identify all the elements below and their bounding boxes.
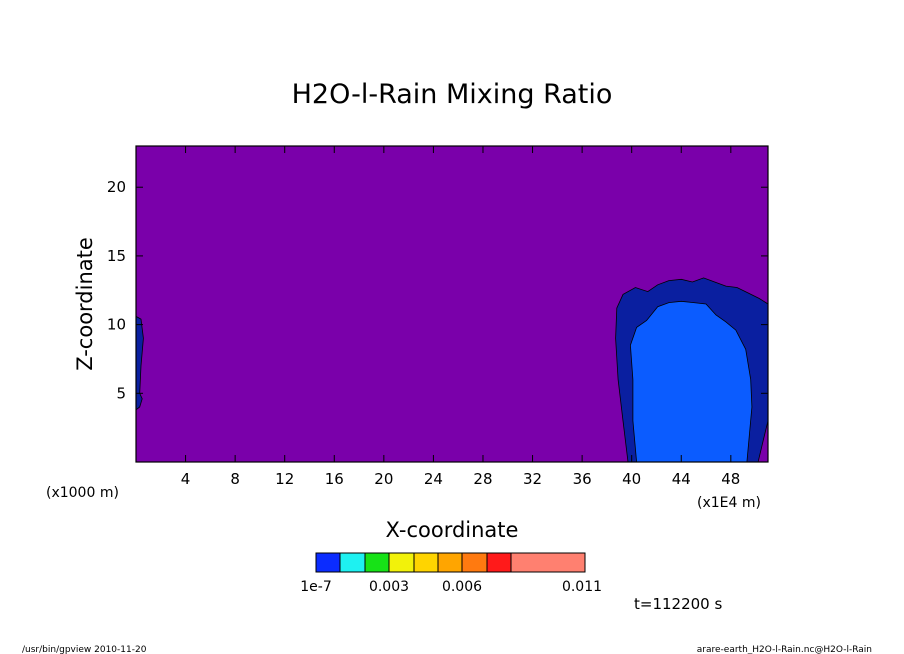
x-axis-ticks: 4 8 12 16 20 24 28 32 36 40 44 48 bbox=[181, 146, 740, 488]
time-label: t=112200 s bbox=[634, 595, 722, 613]
x-tick-label: 28 bbox=[473, 470, 492, 488]
colorbar-swatch bbox=[461, 552, 488, 573]
y-axis-ticks: 5 10 15 20 bbox=[107, 178, 768, 402]
colorbar: 1e-7 0.003 0.006 0.011 bbox=[300, 552, 602, 595]
x-tick-label: 4 bbox=[181, 470, 191, 488]
y-tick-label: 5 bbox=[116, 384, 126, 402]
x-tick-label: 16 bbox=[325, 470, 344, 488]
colorbar-swatch bbox=[315, 552, 341, 573]
colorbar-swatch bbox=[510, 552, 586, 573]
x-tick-label: 20 bbox=[374, 470, 393, 488]
x-tick-label: 36 bbox=[573, 470, 592, 488]
colorbar-label: 1e-7 bbox=[300, 579, 331, 595]
plot-frame bbox=[135, 145, 769, 463]
colorbar-swatch bbox=[364, 552, 390, 573]
x-tick-label: 32 bbox=[523, 470, 542, 488]
colorbar-swatch bbox=[486, 552, 512, 573]
colorbar-label: 0.003 bbox=[369, 579, 409, 595]
x-tick-label: 24 bbox=[424, 470, 443, 488]
y-tick-label: 10 bbox=[107, 316, 126, 334]
x-tick-label: 40 bbox=[622, 470, 641, 488]
colorbar-swatch bbox=[413, 552, 439, 573]
x-axis-unit: (x1E4 m) bbox=[697, 495, 761, 511]
contour-regions bbox=[135, 277, 769, 463]
x-tick-label: 44 bbox=[672, 470, 691, 488]
footer-left: /usr/bin/gpview 2010-11-20 bbox=[22, 645, 147, 654]
x-tick-label: 12 bbox=[275, 470, 294, 488]
y-axis-unit: (x1000 m) bbox=[46, 485, 119, 501]
colorbar-swatch bbox=[388, 552, 415, 573]
chart-title: H2O-l-Rain Mixing Ratio bbox=[292, 79, 613, 110]
colorbar-swatch bbox=[437, 552, 463, 573]
x-axis-label: X-coordinate bbox=[386, 518, 519, 542]
colorbar-swatch bbox=[339, 552, 366, 573]
colorbar-label: 0.006 bbox=[442, 579, 482, 595]
y-tick-label: 20 bbox=[107, 178, 126, 196]
colorbar-label: 0.011 bbox=[562, 579, 602, 595]
x-tick-label: 8 bbox=[230, 470, 240, 488]
y-axis-label: Z-coordinate bbox=[73, 237, 97, 371]
y-tick-label: 15 bbox=[107, 247, 126, 265]
footer-right: arare-earth_H2O-l-Rain.nc@H2O-l-Rain bbox=[697, 645, 872, 654]
x-tick-label: 48 bbox=[721, 470, 740, 488]
contour-rain-core-inner bbox=[629, 300, 753, 463]
